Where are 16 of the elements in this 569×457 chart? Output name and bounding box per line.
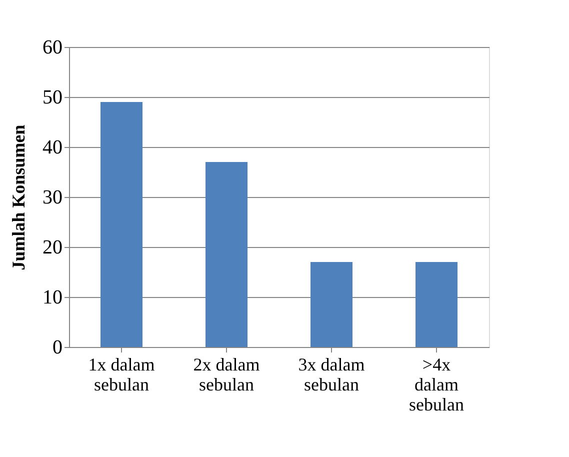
x-tick-label: 3x dalam sebulan: [298, 354, 365, 394]
bar: [416, 262, 458, 347]
y-axis-title: Jumlah Konsumen: [8, 124, 28, 270]
y-tick-label: 50: [42, 86, 62, 108]
x-tick-label: 1x dalam sebulan: [88, 354, 155, 394]
bar: [100, 102, 142, 347]
x-tick-label: 2x dalam sebulan: [193, 354, 260, 394]
y-tick-label: 30: [42, 186, 62, 208]
y-tick-label: 20: [42, 236, 62, 258]
bar: [310, 262, 352, 347]
y-tick-label: 60: [42, 36, 62, 58]
y-tick-label: 40: [42, 136, 62, 158]
x-tick-label: >4x dalam sebulan: [409, 354, 464, 414]
y-tick-label: 0: [52, 336, 62, 358]
y-tick-label: 10: [42, 286, 62, 308]
bar: [206, 162, 248, 347]
